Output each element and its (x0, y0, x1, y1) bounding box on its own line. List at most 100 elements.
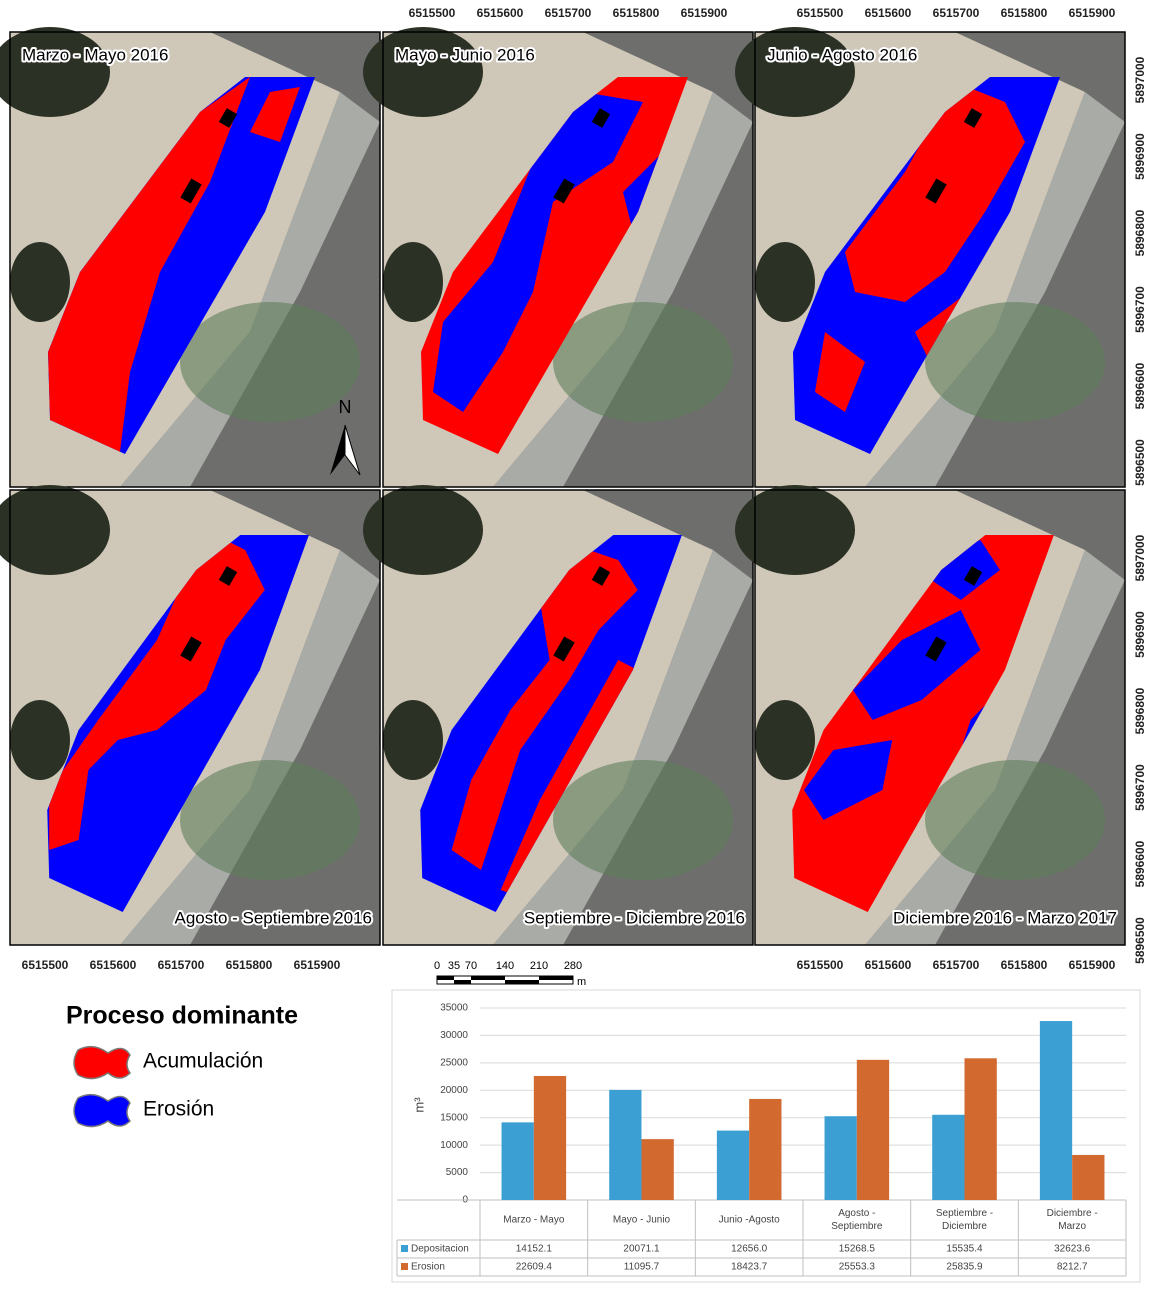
bar (534, 1076, 566, 1200)
x-coordinate: 6515600 (90, 958, 137, 972)
bar (825, 1116, 857, 1200)
x-coordinate: 6515900 (1069, 958, 1116, 972)
scale-segment (471, 976, 505, 980)
x-coordinate: 6515800 (1001, 6, 1048, 20)
legend: Proceso dominante Acumulación Erosión (66, 1002, 298, 1127)
y-tick-label: 10000 (440, 1140, 468, 1151)
y-coordinate: 5896700 (1133, 764, 1147, 811)
category-label: Junio -Agosto (719, 1215, 781, 1226)
trees (735, 485, 855, 575)
x-coordinate: 6515500 (797, 6, 844, 20)
y-tick-label: 30000 (440, 1030, 468, 1041)
table-value: 18423.7 (731, 1262, 768, 1273)
bar (749, 1099, 781, 1200)
scale-unit: m (577, 976, 586, 988)
table-value: 8212.7 (1057, 1262, 1088, 1273)
x-coordinate: 6515700 (933, 958, 980, 972)
y-coordinate: 5896600 (1133, 362, 1147, 409)
x-coordinate: 6515900 (1069, 6, 1116, 20)
scale-label: 210 (530, 960, 548, 972)
trees (383, 242, 443, 322)
panel-title: Agosto - Septiembre 2016 (174, 908, 372, 927)
legend-label: Acumulación (143, 1050, 263, 1073)
panel-title: Mayo - Junio 2016 (395, 45, 535, 64)
scale-segment (454, 980, 471, 984)
scale-label: 0 (434, 960, 440, 972)
vegetation (180, 760, 360, 880)
scale-label: 280 (564, 960, 582, 972)
scale-segment (505, 980, 539, 984)
x-coordinate: 6515900 (681, 6, 728, 20)
x-coordinate: 6515600 (865, 6, 912, 20)
table-value: 12656.0 (731, 1244, 768, 1255)
trees (363, 27, 483, 117)
x-coordinate: 6515500 (797, 958, 844, 972)
legend-title: Proceso dominante (66, 1002, 298, 1030)
panel-title: Marzo - Mayo 2016 (22, 45, 168, 64)
bar (1040, 1021, 1072, 1200)
x-coordinate: 6515800 (613, 6, 660, 20)
bar (965, 1058, 997, 1200)
table-value: 20071.1 (623, 1244, 660, 1255)
category-label: Marzo - Mayo (503, 1215, 565, 1226)
legend-key (401, 1263, 408, 1270)
trees (755, 242, 815, 322)
y-coordinate: 5896500 (1133, 439, 1147, 486)
scale-label: 35 (448, 960, 460, 972)
bar (932, 1115, 964, 1200)
table-value: 32623.6 (1054, 1244, 1091, 1255)
y-coordinate: 5896500 (1133, 917, 1147, 964)
y-tick-label: 20000 (440, 1085, 468, 1096)
trees (755, 700, 815, 780)
bar (717, 1131, 749, 1200)
vegetation (180, 302, 360, 422)
figure: Marzo - Mayo 2016 Mayo - Junio 2016 Junio … (0, 0, 1157, 1284)
x-coordinate: 6515500 (22, 958, 69, 972)
vegetation (925, 760, 1105, 880)
y-coordinate: 5897000 (1133, 56, 1147, 103)
legend-label: Erosión (143, 1098, 214, 1121)
bar (857, 1060, 889, 1200)
y-coordinate: 5896900 (1133, 611, 1147, 658)
x-coordinate: 6515600 (865, 958, 912, 972)
y-tick-label: 35000 (440, 1003, 468, 1014)
vegetation (925, 302, 1105, 422)
table-value: 15268.5 (839, 1244, 876, 1255)
legend-swatch (74, 1095, 130, 1127)
category-label: Mayo - Junio (613, 1215, 671, 1226)
panel-title: Septiembre - Diciembre 2016 (524, 908, 745, 927)
trees (383, 700, 443, 780)
scale-segment (539, 976, 573, 980)
y-tick-label: 15000 (440, 1112, 468, 1123)
y-coordinate: 5896800 (1133, 687, 1147, 734)
series-name: Depositacion (411, 1244, 469, 1255)
table-value: 22609.4 (516, 1262, 553, 1273)
panel-title: Diciembre 2016 - Marzo 2017 (893, 908, 1117, 927)
scale-label: 140 (496, 960, 514, 972)
legend-swatch (74, 1047, 130, 1079)
bar (1072, 1155, 1104, 1200)
table-value: 14152.1 (516, 1244, 553, 1255)
table-value: 25553.3 (839, 1262, 876, 1273)
y-axis-label: m³ (411, 1097, 426, 1113)
north-label: N (339, 397, 352, 417)
trees (735, 27, 855, 117)
table-value: 11095.7 (624, 1262, 660, 1273)
y-coordinate: 5897000 (1133, 534, 1147, 581)
y-tick-label: 25000 (440, 1057, 468, 1068)
bar (609, 1090, 641, 1200)
x-coordinate: 6515700 (158, 958, 205, 972)
x-coordinate: 6515800 (1001, 958, 1048, 972)
vegetation (553, 760, 733, 880)
x-coordinate: 6515800 (226, 958, 273, 972)
y-coordinate: 5896800 (1133, 209, 1147, 256)
trees (10, 700, 70, 780)
bar (642, 1139, 674, 1200)
vegetation (553, 302, 733, 422)
table-value: 25835.9 (946, 1262, 983, 1273)
trees (363, 485, 483, 575)
series-name: Erosion (411, 1262, 445, 1273)
y-coordinate: 5896900 (1133, 133, 1147, 180)
scale-segment (437, 976, 454, 980)
